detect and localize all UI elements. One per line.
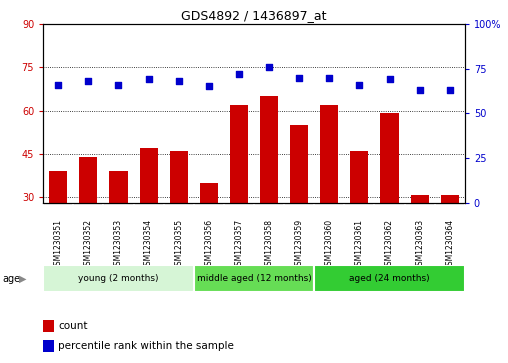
Bar [380,113,399,285]
Bar [410,195,429,285]
Bar [320,105,338,285]
Text: GSM1230362: GSM1230362 [385,219,394,270]
Point [235,71,243,77]
Point [386,76,394,82]
Bar [79,157,98,285]
Point [355,82,363,87]
Bar [200,183,218,285]
Text: aged (24 months): aged (24 months) [349,274,430,283]
Point [205,83,213,89]
Bar [351,151,368,285]
Text: age: age [3,274,21,284]
Point [325,74,333,80]
Bar [314,265,465,292]
Text: GSM1230351: GSM1230351 [54,219,63,270]
Text: count: count [58,321,87,331]
Point [446,87,454,93]
Bar [140,148,157,285]
Text: ▶: ▶ [19,274,27,284]
Point [114,82,122,87]
Text: GSM1230364: GSM1230364 [445,219,454,270]
Point [54,82,62,87]
Text: GSM1230363: GSM1230363 [415,219,424,270]
Point [416,87,424,93]
Bar [230,105,248,285]
Text: GSM1230353: GSM1230353 [114,219,123,270]
Text: GSM1230355: GSM1230355 [174,219,183,270]
Text: middle aged (12 months): middle aged (12 months) [197,274,311,283]
Text: GSM1230352: GSM1230352 [84,219,93,270]
Point [175,78,183,84]
Bar [170,151,188,285]
Text: GSM1230360: GSM1230360 [325,219,334,270]
Bar [290,125,308,285]
Bar [43,265,194,292]
Text: GSM1230354: GSM1230354 [144,219,153,270]
Bar [43,340,54,352]
Title: GDS4892 / 1436897_at: GDS4892 / 1436897_at [181,9,327,23]
Bar [109,171,128,285]
Bar [260,96,278,285]
Bar [49,171,67,285]
Point [295,74,303,80]
Text: GSM1230359: GSM1230359 [295,219,304,270]
Bar [194,265,314,292]
Text: GSM1230356: GSM1230356 [204,219,213,270]
Text: young (2 months): young (2 months) [78,274,158,283]
Bar [43,320,54,332]
Text: percentile rank within the sample: percentile rank within the sample [58,341,234,351]
Point [84,78,92,84]
Text: GSM1230358: GSM1230358 [265,219,274,270]
Bar [441,195,459,285]
Text: GSM1230357: GSM1230357 [234,219,243,270]
Point [265,64,273,70]
Text: GSM1230361: GSM1230361 [355,219,364,270]
Point [144,76,152,82]
